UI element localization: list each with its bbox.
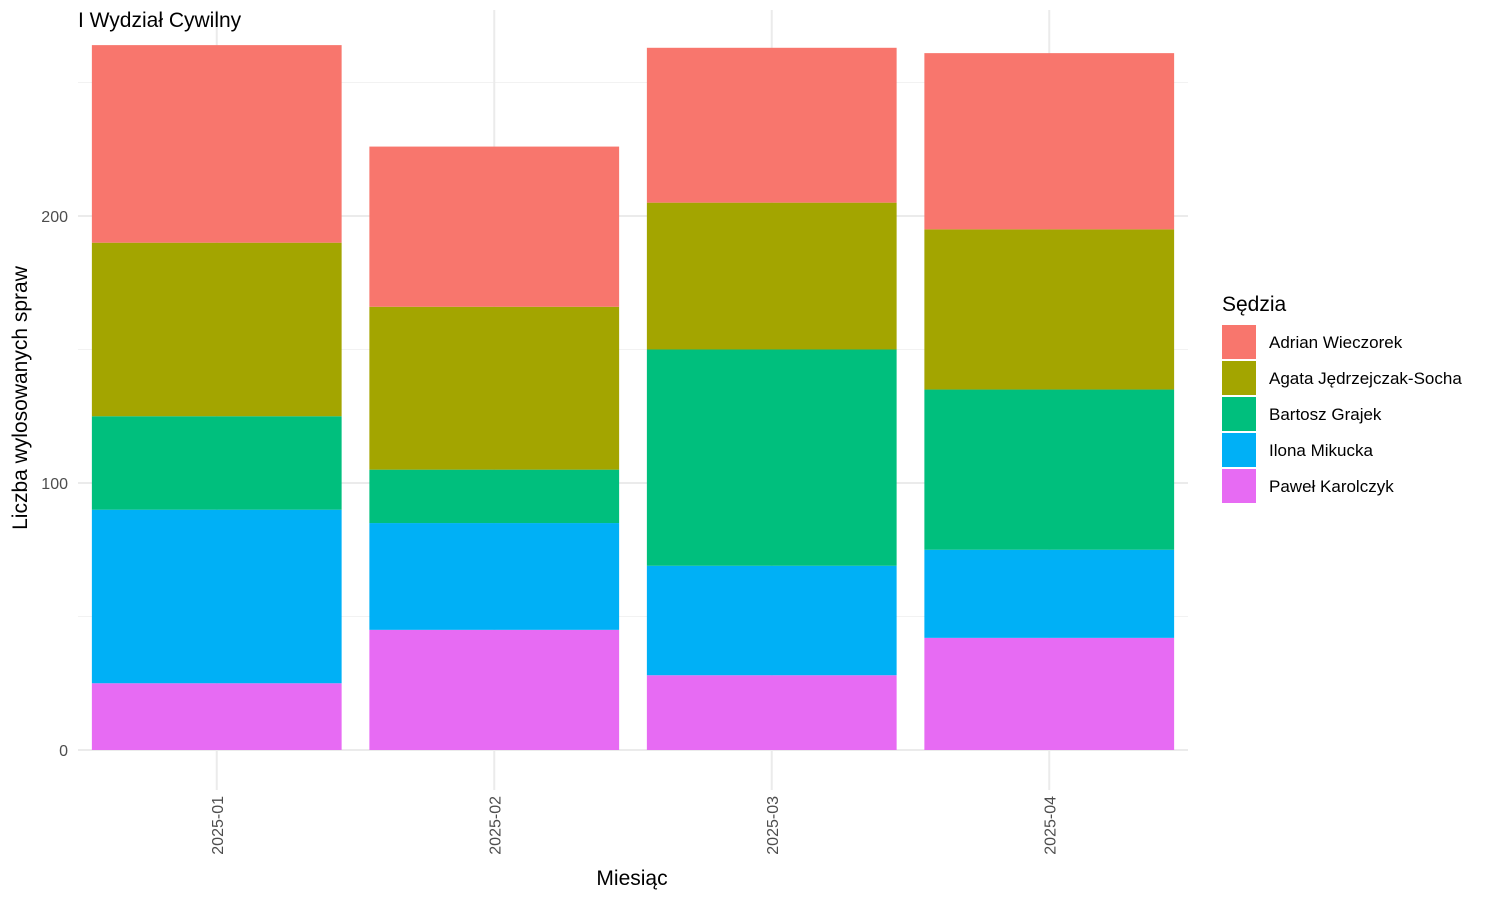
bar-segment <box>91 509 342 684</box>
bar-segment <box>646 565 897 676</box>
y-axis-title: Liczba wylosowanych spraw <box>9 265 32 530</box>
legend-key <box>1222 397 1256 431</box>
legend-key <box>1222 361 1256 395</box>
bar-segment <box>646 202 897 350</box>
bar-segment <box>369 146 620 307</box>
bar-segment <box>91 45 342 243</box>
legend-label: Paweł Karolczyk <box>1269 477 1394 496</box>
bar-segment <box>369 629 620 750</box>
bar-segment <box>924 549 1175 638</box>
legend: Sędzia Adrian Wieczorek Agata Jędrzejczak… <box>1222 293 1462 503</box>
bar-segment <box>646 675 897 750</box>
bar-segment <box>91 416 342 510</box>
bar-segment <box>369 306 620 470</box>
x-tick-label: 2025-01 <box>210 796 227 855</box>
legend-title: Sędzia <box>1222 293 1287 316</box>
bar-segment <box>924 637 1175 750</box>
legend-label: Ilona Mikucka <box>1269 441 1373 460</box>
chart-title: I Wydział Cywilny <box>78 9 242 32</box>
x-tick-label: 2025-04 <box>1042 796 1059 855</box>
legend-key <box>1222 469 1256 503</box>
bar-segment <box>924 229 1175 390</box>
y-tick-label: 100 <box>41 476 68 493</box>
legend-label: Adrian Wieczorek <box>1269 333 1403 352</box>
bar-segment <box>924 53 1175 230</box>
y-tick-label: 200 <box>41 209 68 226</box>
bar-segment <box>369 469 620 524</box>
x-tick-label: 2025-03 <box>765 796 782 855</box>
legend-label: Bartosz Grajek <box>1269 405 1382 424</box>
x-axis-title: Miesiąc <box>596 867 667 890</box>
bar-segment <box>91 683 342 750</box>
bar-segment <box>646 47 897 203</box>
legend-key <box>1222 433 1256 467</box>
bar-segment <box>646 349 897 566</box>
bar-segment <box>91 242 342 417</box>
legend-items: Adrian Wieczorek Agata Jędrzejczak-Socha B… <box>1222 325 1462 503</box>
y-tick-label: 0 <box>59 743 68 760</box>
legend-label: Agata Jędrzejczak-Socha <box>1269 369 1462 388</box>
y-axis-ticks: 0 100 200 <box>41 209 68 760</box>
bar-segment <box>924 389 1175 550</box>
x-tick-label: 2025-02 <box>487 796 504 855</box>
bar-segment <box>369 523 620 630</box>
x-axis-ticks: 2025-01 2025-02 2025-03 2025-04 <box>210 796 1060 855</box>
bars <box>91 45 1175 750</box>
legend-key <box>1222 325 1256 359</box>
